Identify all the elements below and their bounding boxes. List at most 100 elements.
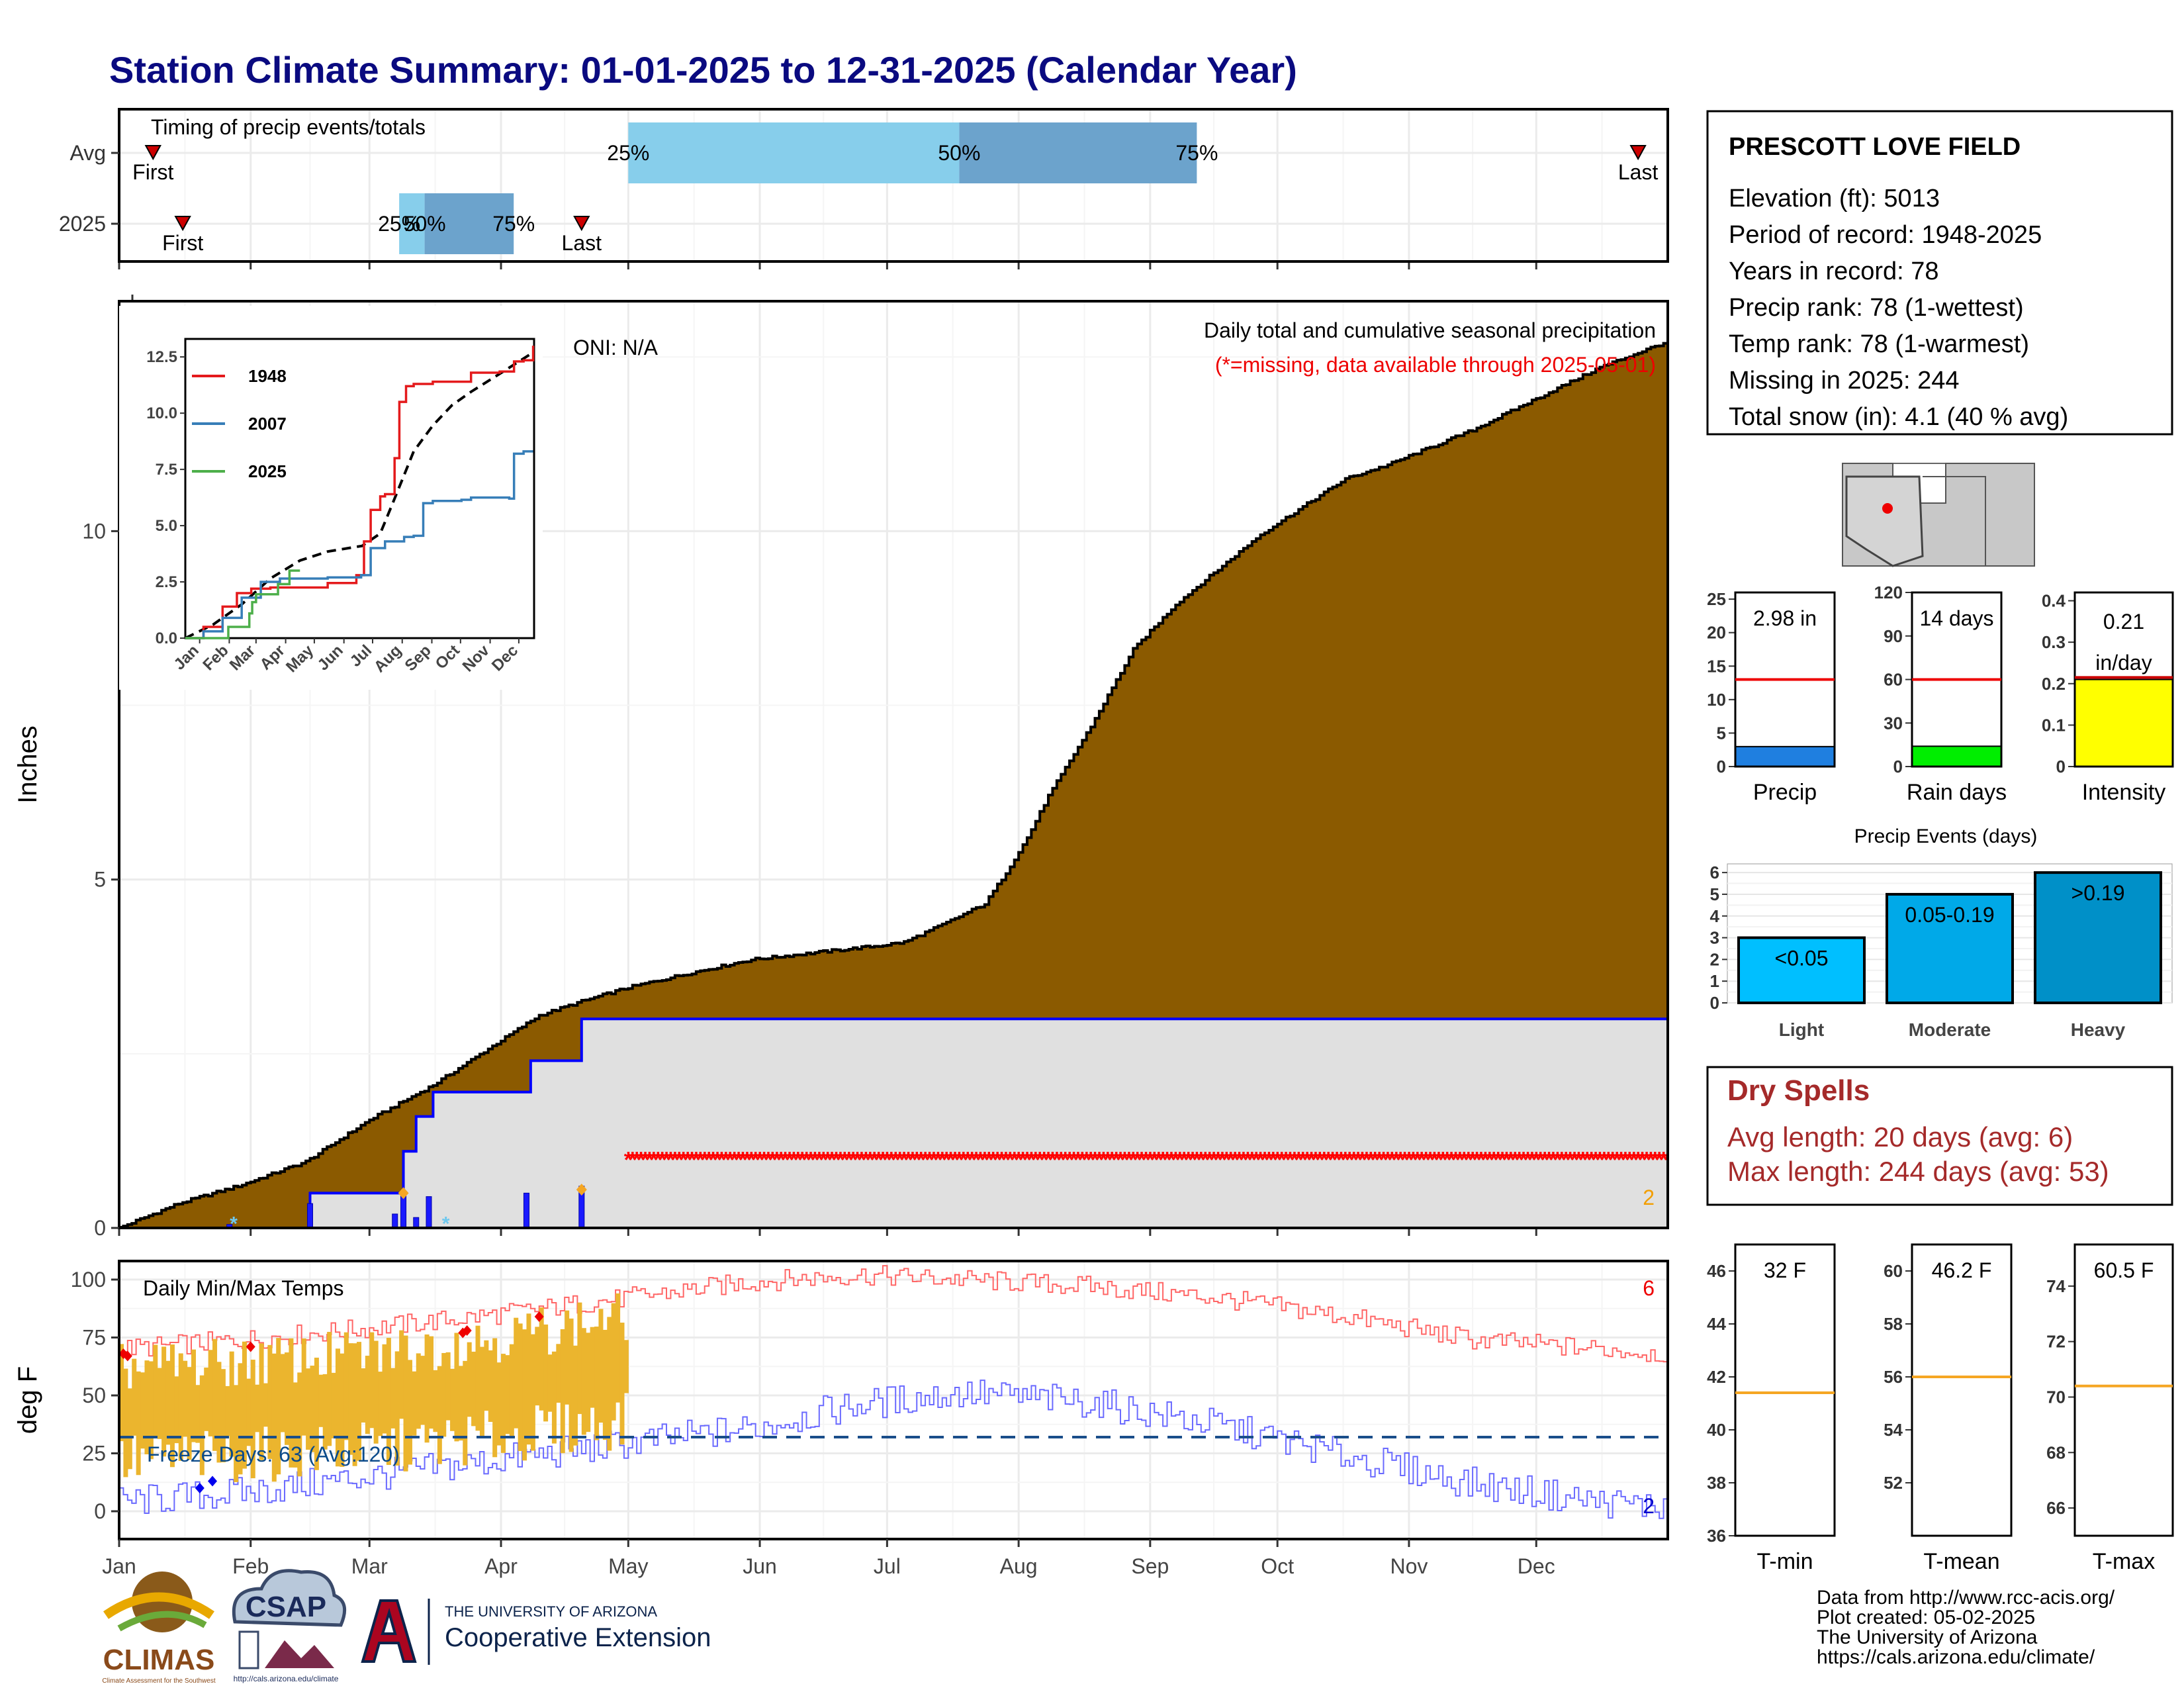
mini-y-tick-label: 0.4: [2042, 591, 2066, 611]
missing-day-marker: *: [976, 1148, 985, 1173]
temp-range-bar: [127, 1388, 132, 1470]
missing-day-marker: *: [1256, 1148, 1265, 1173]
missing-day-marker: *: [844, 1148, 854, 1173]
missing-day-marker: *: [1010, 1148, 1019, 1173]
timing-last-marker: [573, 216, 590, 232]
mini-bar-category: Intensity: [2082, 780, 2166, 805]
timing-first-label: First: [162, 231, 203, 255]
temp-range-bar: [569, 1318, 574, 1452]
temp-range-bar: [132, 1358, 137, 1436]
missing-day-marker: *: [1663, 1148, 1672, 1173]
oni-label: ONI: N/A: [573, 336, 659, 359]
missing-day-marker: *: [874, 1148, 884, 1173]
inset-line-1948: [185, 346, 535, 639]
temp-range-bar: [357, 1342, 362, 1461]
dry-spells-title: Dry Spells: [1727, 1074, 1870, 1107]
record-min-count: 2: [1643, 1494, 1655, 1518]
missing-day-marker: *: [1281, 1148, 1291, 1173]
temp-range-bar: [602, 1329, 608, 1440]
inset-y-tick-label: 7.5: [156, 461, 177, 479]
temp-range-bar: [577, 1302, 582, 1415]
station-line-missing: Missing in 2025: 244: [1729, 367, 1960, 395]
temp-y-tick-label: 25: [82, 1442, 106, 1466]
missing-day-marker: *: [637, 1148, 646, 1173]
temp-range-bar: [386, 1337, 391, 1466]
mini-y-tick-label: 0.1: [2042, 715, 2066, 735]
csap-mountain: [265, 1640, 334, 1668]
month-tick-label-sep: Sep: [1131, 1554, 1169, 1578]
missing-day-marker: *: [811, 1148, 820, 1173]
temp-range-bar: [526, 1313, 531, 1445]
missing-day-marker: *: [1031, 1148, 1040, 1173]
missing-day-marker: *: [802, 1148, 811, 1173]
missing-day-marker: *: [929, 1148, 938, 1173]
temp-range-bar: [318, 1374, 324, 1427]
missing-day-marker: *: [1532, 1148, 1541, 1173]
missing-day-marker: *: [917, 1148, 926, 1173]
missing-day-marker: *: [1316, 1148, 1325, 1173]
mini-bar-value-label: 32 F: [1764, 1258, 1806, 1282]
events-category-label: Heavy: [2071, 1019, 2126, 1040]
mini-y-tick-label: 15: [1707, 656, 1726, 676]
missing-day-marker: *: [1298, 1148, 1308, 1173]
mini-bar-value-label: 60.5 F: [2094, 1258, 2154, 1282]
map-new-mexico: [1923, 476, 1986, 567]
missing-day-marker: *: [1604, 1148, 1614, 1173]
missing-day-marker: *: [1095, 1148, 1104, 1173]
temp-range-bar: [547, 1354, 553, 1412]
climas-logo: CLIMAS Climate Assessment for the Southw…: [102, 1571, 216, 1685]
temp-range-bar: [623, 1340, 629, 1393]
temp-range-bar: [463, 1360, 468, 1466]
mini-bar-value: [2074, 679, 2173, 767]
temp-panel-title: Daily Min/Max Temps: [143, 1276, 343, 1300]
missing-day-marker: *: [857, 1148, 866, 1173]
missing-day-marker: *: [628, 1148, 637, 1173]
missing-day-marker: *: [1205, 1148, 1214, 1173]
temp-range-bar: [322, 1374, 328, 1450]
temp-range-bar: [199, 1375, 205, 1476]
station-box-border: [1706, 110, 2173, 436]
missing-day-marker: *: [760, 1148, 769, 1173]
missing-day-marker: *: [1600, 1148, 1609, 1173]
timing-label-75: 75%: [1175, 141, 1218, 165]
inset-y-tick-label: 5.0: [156, 517, 177, 535]
missing-day-marker: *: [1430, 1148, 1439, 1173]
missing-day-marker: *: [654, 1148, 663, 1173]
extreme-max-line: [119, 1265, 1668, 1363]
missing-day-marker: *: [1133, 1148, 1142, 1173]
missing-day-marker: *: [1371, 1148, 1380, 1173]
missing-day-marker: *: [1129, 1148, 1138, 1173]
missing-day-marker: *: [1506, 1148, 1516, 1173]
credit-line-2: Plot created: 05-02-2025: [1817, 1607, 2035, 1628]
temp-range-bar: [165, 1360, 171, 1445]
extreme-event-marker: [576, 1184, 587, 1196]
temp-range-bar: [144, 1360, 150, 1454]
mini-y-tick-label: 90: [1884, 626, 1903, 646]
missing-day-marker: *: [1078, 1148, 1087, 1173]
inset-y-tick-label: 12.5: [146, 348, 177, 366]
missing-day-marker: *: [709, 1148, 718, 1173]
missing-day-marker: *: [1566, 1148, 1575, 1173]
credit-line-1: Data from http://www.rcc-acis.org/: [1817, 1587, 2115, 1609]
missing-day-marker: *: [1481, 1148, 1490, 1173]
missing-day-marker: *: [985, 1148, 994, 1173]
missing-day-marker: *: [790, 1148, 799, 1173]
inset-y-tick-label: 0.0: [156, 630, 177, 647]
missing-day-marker: *: [1116, 1148, 1125, 1173]
temp-range-bar: [429, 1336, 434, 1429]
missing-day-marker: *: [776, 1148, 786, 1173]
missing-day-marker: *: [862, 1148, 871, 1173]
credit-line-4: https://cals.arizona.edu/climate/: [1817, 1646, 2095, 1668]
missing-day-marker: *: [1260, 1148, 1269, 1173]
missing-day-marker: *: [1447, 1148, 1456, 1173]
mini-y-tick-label: 20: [1707, 623, 1726, 643]
avg-cumulative-area: [119, 342, 1668, 1228]
record-temp-markers: [119, 1311, 544, 1493]
missing-day-marker: *: [1108, 1148, 1117, 1173]
missing-day-marker: *: [1375, 1148, 1384, 1173]
missing-day-marker: *: [1404, 1148, 1414, 1173]
temp-range-bar: [242, 1341, 247, 1469]
inset-line-2025: [185, 569, 300, 639]
mini-y-tick-label: 5: [1717, 723, 1726, 743]
